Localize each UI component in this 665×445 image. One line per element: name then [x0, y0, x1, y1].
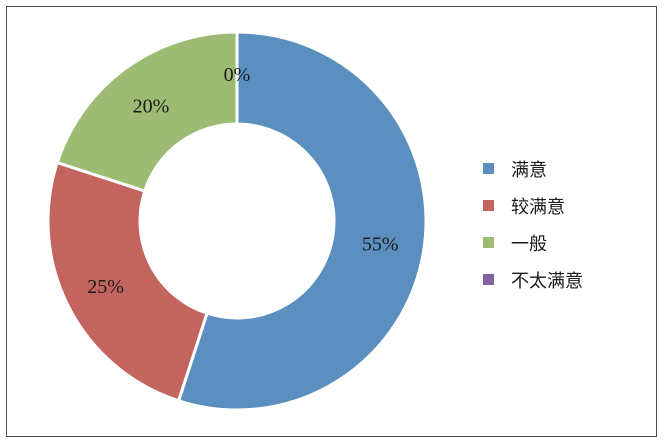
legend-swatch — [483, 274, 494, 285]
legend-swatch — [483, 237, 494, 248]
slice-fairly-satisfied-value-label: 25% — [87, 276, 124, 298]
slice-average — [55, 30, 239, 193]
legend-item-not-satisfied: 不太满意 — [483, 261, 583, 298]
slice-satisfied-value-label: 55% — [362, 233, 399, 255]
legend-label: 较满意 — [511, 196, 565, 218]
legend-item-satisfied: 满意 — [483, 150, 583, 187]
legend-label: 一般 — [511, 233, 547, 255]
legend-swatch — [483, 200, 494, 211]
slice-satisfied — [176, 30, 428, 412]
slice-average-value-label: 20% — [133, 95, 170, 117]
slice-fairly-satisfied — [46, 160, 209, 403]
legend-item-fairly-satisfied: 较满意 — [483, 187, 583, 224]
slice-not-satisfied-value-label: 0% — [224, 64, 251, 86]
legend-swatch — [483, 163, 494, 174]
legend-label: 满意 — [511, 159, 547, 181]
legend-label: 不太满意 — [511, 270, 583, 292]
legend-item-average: 一般 — [483, 224, 583, 261]
legend: 满意 较满意 一般 不太满意 — [483, 150, 583, 298]
